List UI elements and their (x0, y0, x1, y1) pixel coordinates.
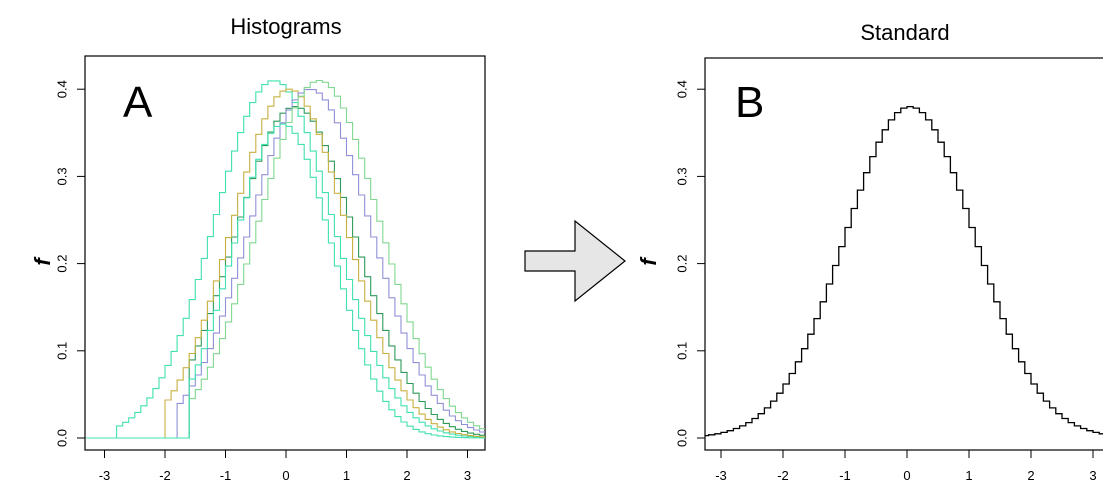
panel-b-x-tick-label: -2 (777, 468, 789, 483)
panel-a: Histograms f A -3 -2 -1 0 1 2 3 0.0 0.1 0.2 0.3 0.4 (30, 14, 486, 483)
panel-a-x-tick-label: -3 (99, 468, 111, 483)
transform-arrow (524, 219, 626, 303)
panel-a-x-tick-label: 0 (282, 468, 289, 483)
panel-a-x-tick-label: -1 (220, 468, 232, 483)
panel-a-x-tick-label: -2 (159, 468, 171, 483)
panel-a-series-line (86, 123, 485, 439)
panel-b-x-tick-label: 1 (965, 468, 972, 483)
panel-a-series-line (86, 79, 485, 439)
panel-b: Standard f B -3 -2 -1 0 1 2 3 0.0 0.1 0.2 0.3 0.4 (636, 20, 1103, 483)
panel-a-plot-frame (84, 55, 486, 451)
panel-a-y-tick-label: 0.4 (54, 80, 69, 98)
panel-b-x-tick-label: -1 (839, 468, 851, 483)
panel-b-letter: B (735, 78, 764, 127)
panel-b-x-tick-label: 2 (1027, 468, 1034, 483)
panel-b-x-tick-label: 0 (903, 468, 910, 483)
panel-a-y-tick-label: 0.0 (54, 429, 69, 447)
panel-b-y-axis-label: f (636, 256, 661, 266)
panel-a-series-line (86, 88, 485, 439)
panel-b-y-tick-label: 0.4 (674, 80, 689, 98)
panel-a-y-tick-label: 0.2 (54, 255, 69, 273)
panel-a-series-group (86, 79, 485, 439)
panel-a-series-line (86, 89, 485, 439)
panel-b-axes: -3 -2 -1 0 1 2 3 0.0 0.1 0.2 0.3 0.4 (674, 80, 1096, 483)
panel-a-series-line (86, 106, 485, 439)
panel-b-series-group (705, 105, 1103, 437)
panel-b-y-tick-label: 0.3 (674, 167, 689, 185)
panel-b-y-tick-label: 0.1 (674, 342, 689, 360)
panel-a-x-tick-label: 1 (343, 468, 350, 483)
panel-b-title: Standard (860, 20, 949, 45)
panel-b-y-tick-label: 0.2 (674, 255, 689, 273)
panel-a-y-axis-label: f (30, 256, 55, 266)
panel-b-x-tick-label: -3 (715, 468, 727, 483)
panel-a-title: Histograms (230, 14, 341, 39)
panel-a-x-tick-label: 3 (464, 468, 471, 483)
panel-a-y-tick-label: 0.3 (54, 167, 69, 185)
panel-b-series-line (705, 105, 1103, 437)
panel-a-x-tick-label: 2 (403, 468, 410, 483)
panel-a-axes: -3 -2 -1 0 1 2 3 0.0 0.1 0.2 0.3 0.4 (54, 80, 471, 483)
panel-a-letter: A (123, 78, 153, 127)
panel-b-y-tick-label: 0.0 (674, 429, 689, 447)
panel-b-x-tick-label: 3 (1089, 468, 1096, 483)
panel-b-plot-frame (704, 57, 1103, 451)
panel-a-y-tick-label: 0.1 (54, 342, 69, 360)
